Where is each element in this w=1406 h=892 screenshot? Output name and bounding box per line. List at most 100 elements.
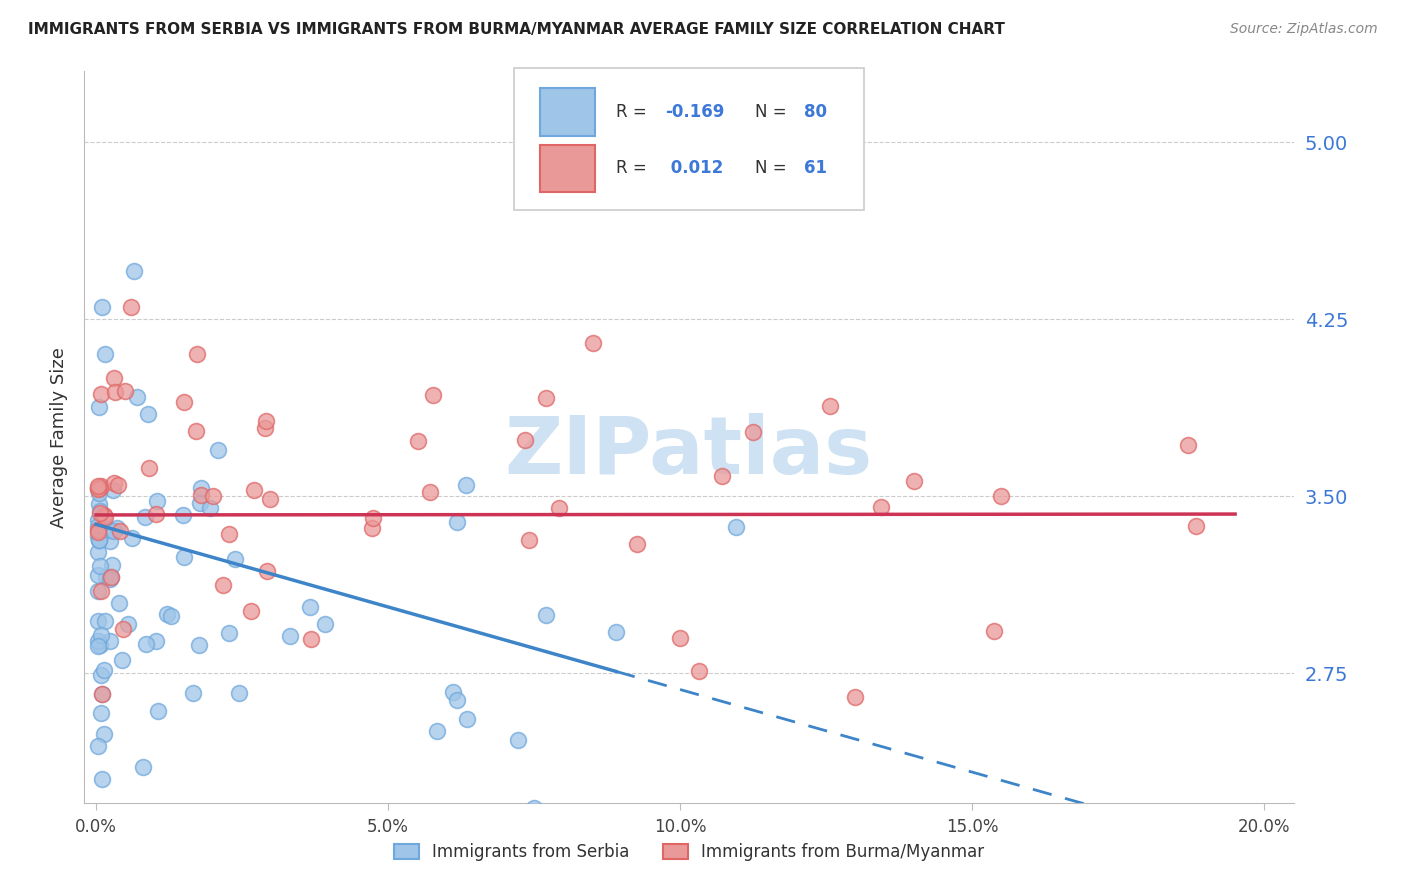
Point <box>446 515 468 529</box>
Point <box>419 485 441 500</box>
Point <box>173 549 195 564</box>
Point <box>87 639 110 653</box>
Point <box>581 335 603 350</box>
Text: R =: R = <box>616 103 652 120</box>
Point <box>201 489 224 503</box>
Point <box>534 607 557 622</box>
Point <box>259 492 281 507</box>
Point <box>517 533 540 547</box>
Text: 80: 80 <box>804 103 827 120</box>
Point <box>1177 438 1199 452</box>
Point <box>725 520 748 534</box>
Point <box>626 536 648 550</box>
Point <box>446 693 468 707</box>
Point <box>101 558 124 573</box>
Point <box>89 506 111 520</box>
Point <box>146 494 169 508</box>
Point <box>117 616 139 631</box>
Point <box>87 614 110 628</box>
Point <box>87 523 110 537</box>
Point <box>89 504 111 518</box>
Point <box>184 424 207 438</box>
Point <box>103 524 125 539</box>
Text: R =: R = <box>616 159 652 177</box>
Point <box>605 624 627 639</box>
Point <box>406 434 429 449</box>
Point <box>256 414 278 428</box>
Point <box>87 533 110 548</box>
Point <box>87 518 110 533</box>
Point <box>87 525 110 540</box>
Point <box>534 391 557 405</box>
FancyBboxPatch shape <box>513 68 865 211</box>
Point <box>688 664 710 678</box>
Point <box>87 513 110 527</box>
Point <box>160 608 183 623</box>
Point <box>135 637 157 651</box>
Point <box>110 524 132 539</box>
Point <box>89 481 111 495</box>
Point <box>256 564 278 578</box>
Point <box>548 501 571 516</box>
Point <box>87 739 110 754</box>
Text: 0.012: 0.012 <box>665 159 723 177</box>
Point <box>156 607 179 621</box>
Point <box>93 663 115 677</box>
Point <box>314 617 336 632</box>
Point <box>87 529 110 543</box>
Point <box>90 628 112 642</box>
Point <box>107 478 129 492</box>
Legend: Immigrants from Serbia, Immigrants from Burma/Myanmar: Immigrants from Serbia, Immigrants from … <box>387 837 991 868</box>
Text: 61: 61 <box>804 159 827 177</box>
Point <box>94 614 117 628</box>
Point <box>98 633 121 648</box>
Point <box>108 596 131 610</box>
Point <box>98 523 121 537</box>
Point <box>87 567 110 582</box>
Point <box>87 545 110 559</box>
Point <box>89 638 111 652</box>
Point <box>134 509 156 524</box>
Point <box>89 400 111 414</box>
Point <box>138 461 160 475</box>
Point <box>145 634 167 648</box>
Point <box>844 690 866 704</box>
Point <box>87 482 110 496</box>
Point <box>198 501 221 516</box>
Point <box>136 407 159 421</box>
Point <box>146 704 169 718</box>
Point <box>100 569 122 583</box>
Point <box>87 533 110 547</box>
Point <box>114 384 136 399</box>
Text: ZIPatlas: ZIPatlas <box>505 413 873 491</box>
Y-axis label: Average Family Size: Average Family Size <box>49 347 67 527</box>
Point <box>190 482 212 496</box>
Point <box>172 508 194 522</box>
Point <box>90 772 112 787</box>
Point <box>190 488 212 502</box>
Point <box>111 622 134 636</box>
Point <box>107 521 129 535</box>
Point <box>89 533 111 547</box>
Point <box>90 667 112 681</box>
Point <box>207 442 229 457</box>
Point <box>104 385 127 400</box>
Point <box>426 724 449 739</box>
Point <box>125 390 148 404</box>
Point <box>90 706 112 720</box>
Point <box>120 301 142 315</box>
Point <box>669 631 692 645</box>
Point <box>422 388 444 402</box>
Point <box>361 511 384 525</box>
Point <box>90 387 112 401</box>
Point <box>228 686 250 700</box>
Point <box>254 421 277 435</box>
Point <box>100 572 122 586</box>
FancyBboxPatch shape <box>540 88 595 136</box>
Point <box>111 653 134 667</box>
Point <box>212 578 235 592</box>
Point <box>243 483 266 497</box>
Point <box>299 600 322 615</box>
Point <box>218 626 240 640</box>
Point <box>94 509 117 524</box>
